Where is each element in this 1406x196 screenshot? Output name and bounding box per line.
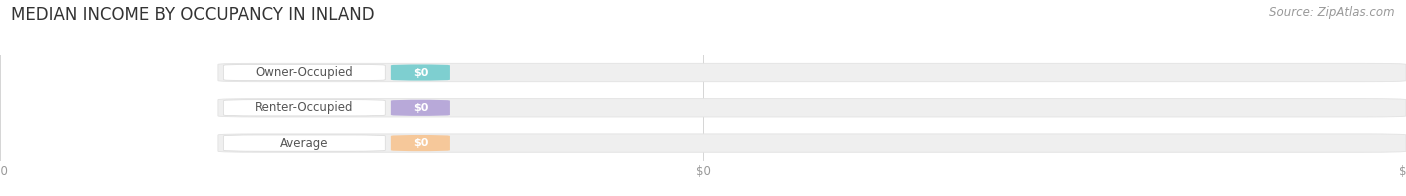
Text: Source: ZipAtlas.com: Source: ZipAtlas.com [1270,6,1395,19]
FancyBboxPatch shape [224,135,385,151]
FancyBboxPatch shape [224,100,385,116]
Text: $0: $0 [413,67,427,78]
FancyBboxPatch shape [218,63,1406,82]
FancyBboxPatch shape [218,134,1406,152]
FancyBboxPatch shape [391,135,450,151]
Text: MEDIAN INCOME BY OCCUPANCY IN INLAND: MEDIAN INCOME BY OCCUPANCY IN INLAND [11,6,375,24]
Text: Owner-Occupied: Owner-Occupied [256,66,353,79]
Text: $0: $0 [413,103,427,113]
FancyBboxPatch shape [218,99,1406,117]
FancyBboxPatch shape [391,64,450,81]
Text: $0: $0 [413,138,427,148]
Text: Renter-Occupied: Renter-Occupied [254,101,354,114]
Text: Average: Average [280,137,329,150]
FancyBboxPatch shape [224,64,385,81]
FancyBboxPatch shape [391,100,450,116]
